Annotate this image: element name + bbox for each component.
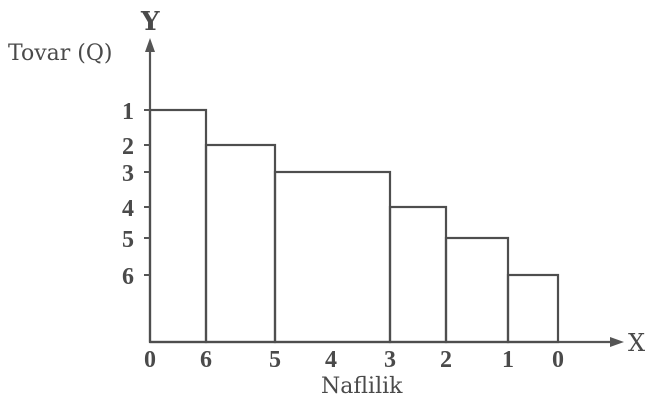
x-tick-label: 4 (325, 347, 337, 373)
y-tick-label: 1 (122, 99, 134, 125)
bar-6 (506, 273, 560, 344)
bar-4 (388, 205, 448, 344)
x-axis-arrow (610, 337, 624, 347)
x-tick-label: 6 (200, 347, 212, 373)
x-tick-label: 1 (502, 347, 514, 373)
bar-2 (204, 143, 277, 344)
y-axis-letter: Y (140, 7, 160, 37)
y-axis-label: Tovar (Q) (8, 41, 112, 66)
bar-5 (444, 236, 510, 344)
x-tick-label: 2 (440, 347, 452, 373)
y-tick-label: 4 (122, 196, 134, 222)
bar-3 (273, 170, 392, 344)
x-axis-label: Naflilik (321, 374, 403, 396)
y-axis-arrow (145, 38, 155, 52)
x-tick-label: 5 (269, 347, 281, 373)
y-tick-label: 6 (122, 264, 134, 290)
x-tick-label: 0 (144, 347, 156, 373)
y-tick-label: 2 (122, 134, 134, 160)
x-axis-letter: X (628, 329, 645, 357)
bar-1 (148, 108, 208, 344)
x-tick-label: 3 (384, 347, 396, 373)
y-tick-label: 3 (122, 161, 134, 187)
x-tick-label: 0 (552, 347, 564, 373)
y-tick-label: 5 (122, 227, 134, 253)
